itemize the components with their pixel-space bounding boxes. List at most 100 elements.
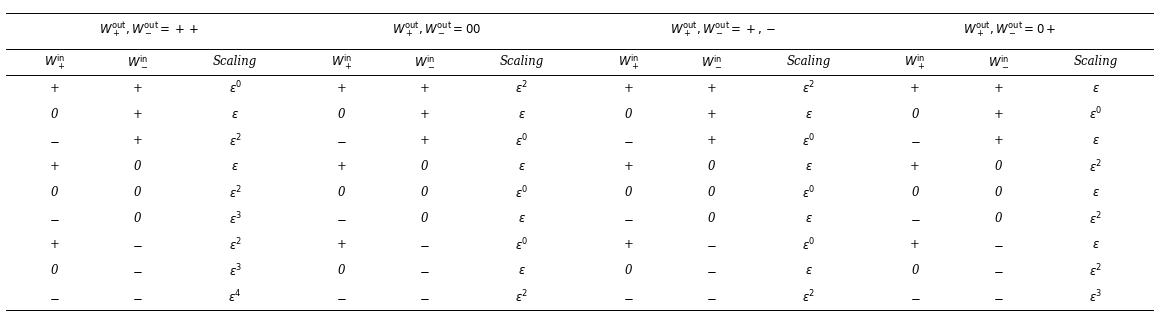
Text: $-$: $-$ — [993, 238, 1004, 251]
Text: $-$: $-$ — [910, 134, 920, 147]
Text: $\varepsilon^0$: $\varepsilon^0$ — [228, 80, 242, 97]
Text: $-$: $-$ — [706, 265, 716, 277]
Text: $W_+^{\mathrm{in}}$: $W_+^{\mathrm{in}}$ — [618, 52, 639, 72]
Text: 0: 0 — [911, 108, 919, 121]
Text: $-$: $-$ — [622, 212, 634, 225]
Text: $-$: $-$ — [336, 134, 347, 147]
Text: $W_-^{\mathrm{in}}$: $W_-^{\mathrm{in}}$ — [701, 54, 722, 69]
Text: $W_+^{\mathrm{in}}$: $W_+^{\mathrm{in}}$ — [330, 52, 352, 72]
Text: 0: 0 — [625, 108, 632, 121]
Text: 0: 0 — [421, 212, 429, 225]
Text: $-$: $-$ — [993, 291, 1004, 303]
Text: $W_+^{\mathrm{out}}, W_-^{\mathrm{out}} = +, -$: $W_+^{\mathrm{out}}, W_-^{\mathrm{out}} … — [670, 21, 777, 40]
Text: +: + — [420, 134, 430, 147]
Text: 0: 0 — [134, 212, 141, 225]
Text: 0: 0 — [708, 160, 715, 173]
Text: $\varepsilon^2$: $\varepsilon^2$ — [802, 289, 816, 305]
Text: $-$: $-$ — [993, 265, 1004, 277]
Text: $\varepsilon$: $\varepsilon$ — [518, 265, 526, 277]
Text: +: + — [336, 82, 347, 95]
Text: $\varepsilon$: $\varepsilon$ — [1092, 186, 1100, 199]
Text: +: + — [133, 134, 143, 147]
Text: $\varepsilon$: $\varepsilon$ — [806, 265, 812, 277]
Text: 0: 0 — [625, 265, 632, 277]
Text: $\varepsilon$: $\varepsilon$ — [232, 160, 239, 173]
Text: $-$: $-$ — [49, 134, 60, 147]
Text: Scaling: Scaling — [213, 55, 257, 68]
Text: $\varepsilon$: $\varepsilon$ — [1092, 238, 1100, 251]
Text: +: + — [133, 82, 143, 95]
Text: $W_+^{\mathrm{in}}$: $W_+^{\mathrm{in}}$ — [904, 52, 926, 72]
Text: $\varepsilon^3$: $\varepsilon^3$ — [1089, 289, 1102, 305]
Text: +: + — [50, 82, 59, 95]
Text: +: + — [624, 238, 633, 251]
Text: $\varepsilon$: $\varepsilon$ — [1092, 82, 1100, 95]
Text: $\varepsilon$: $\varepsilon$ — [806, 108, 812, 121]
Text: $-$: $-$ — [132, 265, 143, 277]
Text: $\varepsilon$: $\varepsilon$ — [806, 212, 812, 225]
Text: $\varepsilon$: $\varepsilon$ — [232, 108, 239, 121]
Text: 0: 0 — [625, 186, 632, 199]
Text: +: + — [624, 82, 633, 95]
Text: 0: 0 — [708, 186, 715, 199]
Text: +: + — [707, 82, 716, 95]
Text: +: + — [993, 108, 1004, 121]
Text: 0: 0 — [337, 186, 345, 199]
Text: +: + — [133, 108, 143, 121]
Text: $-$: $-$ — [420, 291, 430, 303]
Text: +: + — [993, 134, 1004, 147]
Text: +: + — [910, 82, 920, 95]
Text: +: + — [420, 108, 430, 121]
Text: 0: 0 — [994, 160, 1003, 173]
Text: $-$: $-$ — [622, 134, 634, 147]
Text: $W_+^{\mathrm{out}}, W_-^{\mathrm{out}} = 0+$: $W_+^{\mathrm{out}}, W_-^{\mathrm{out}} … — [963, 21, 1057, 40]
Text: +: + — [707, 108, 716, 121]
Text: $W_+^{\mathrm{out}}, W_-^{\mathrm{out}} = ++$: $W_+^{\mathrm{out}}, W_-^{\mathrm{out}} … — [99, 21, 199, 40]
Text: $\varepsilon^2$: $\varepsilon^2$ — [516, 289, 529, 305]
Text: 0: 0 — [134, 160, 141, 173]
Text: +: + — [707, 134, 716, 147]
Text: $-$: $-$ — [49, 212, 60, 225]
Text: $W_+^{\mathrm{out}}, W_-^{\mathrm{out}} = 00$: $W_+^{\mathrm{out}}, W_-^{\mathrm{out}} … — [392, 21, 481, 40]
Text: $-$: $-$ — [336, 212, 347, 225]
Text: $-$: $-$ — [132, 238, 143, 251]
Text: 0: 0 — [51, 265, 58, 277]
Text: +: + — [336, 238, 347, 251]
Text: 0: 0 — [994, 186, 1003, 199]
Text: 0: 0 — [708, 212, 715, 225]
Text: $W_-^{\mathrm{in}}$: $W_-^{\mathrm{in}}$ — [127, 54, 148, 69]
Text: +: + — [910, 160, 920, 173]
Text: $-$: $-$ — [706, 238, 716, 251]
Text: $\varepsilon^2$: $\varepsilon^2$ — [802, 80, 816, 97]
Text: $\varepsilon^0$: $\varepsilon^0$ — [802, 132, 816, 149]
Text: $W_-^{\mathrm{in}}$: $W_-^{\mathrm{in}}$ — [987, 54, 1009, 69]
Text: $\varepsilon$: $\varepsilon$ — [1092, 134, 1100, 147]
Text: $\varepsilon$: $\varepsilon$ — [518, 160, 526, 173]
Text: +: + — [50, 160, 59, 173]
Text: $-$: $-$ — [336, 291, 347, 303]
Text: $-$: $-$ — [706, 291, 716, 303]
Text: +: + — [624, 160, 633, 173]
Text: $\varepsilon$: $\varepsilon$ — [806, 160, 812, 173]
Text: $-$: $-$ — [420, 238, 430, 251]
Text: $-$: $-$ — [910, 291, 920, 303]
Text: $\varepsilon^2$: $\varepsilon^2$ — [1089, 158, 1102, 175]
Text: 0: 0 — [911, 265, 919, 277]
Text: $\varepsilon^0$: $\varepsilon^0$ — [516, 132, 529, 149]
Text: $\varepsilon^0$: $\varepsilon^0$ — [1089, 106, 1102, 123]
Text: $\varepsilon^0$: $\varepsilon^0$ — [516, 237, 529, 253]
Text: $W_+^{\mathrm{in}}$: $W_+^{\mathrm{in}}$ — [44, 52, 65, 72]
Text: $\varepsilon^2$: $\varepsilon^2$ — [1089, 263, 1102, 279]
Text: $-$: $-$ — [622, 291, 634, 303]
Text: Scaling: Scaling — [787, 55, 831, 68]
Text: $\varepsilon^2$: $\varepsilon^2$ — [516, 80, 529, 97]
Text: +: + — [993, 82, 1004, 95]
Text: 0: 0 — [911, 186, 919, 199]
Text: $\varepsilon^0$: $\varepsilon^0$ — [802, 237, 816, 253]
Text: +: + — [910, 238, 920, 251]
Text: $\varepsilon^2$: $\varepsilon^2$ — [228, 132, 242, 149]
Text: 0: 0 — [421, 186, 429, 199]
Text: 0: 0 — [51, 108, 58, 121]
Text: $-$: $-$ — [910, 212, 920, 225]
Text: $\varepsilon$: $\varepsilon$ — [518, 212, 526, 225]
